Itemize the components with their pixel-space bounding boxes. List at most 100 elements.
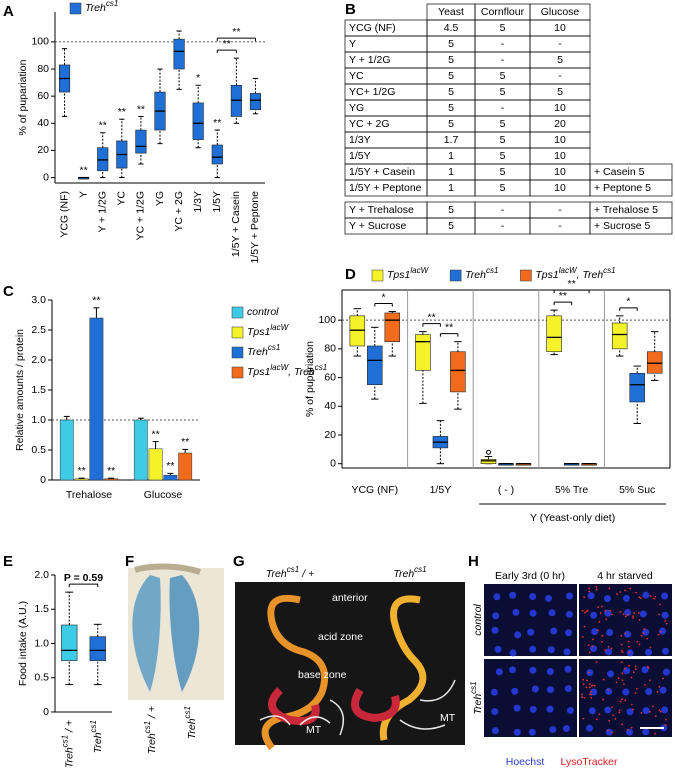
- specimen-left: [132, 575, 161, 692]
- lyso-dot: [621, 698, 623, 701]
- gut-title-part: cs1: [414, 565, 426, 574]
- bar: [59, 419, 74, 481]
- legend-label-part: Tps1: [387, 269, 410, 281]
- lyso-dot: [649, 679, 651, 682]
- lyso-dot: [585, 686, 588, 689]
- table-text: YCG (NF): [349, 22, 396, 34]
- specimen-label-part: / +: [146, 706, 158, 721]
- lyso-dot: [623, 683, 625, 686]
- y-tick-label: 60: [324, 371, 336, 383]
- nucleus: [639, 610, 647, 618]
- nucleus: [624, 608, 632, 616]
- table: Yeast Cornflour Glucose YCG (NF) 4.5 5 10 Y 5 - - Y…: [344, 3, 673, 235]
- table-cell: [589, 179, 673, 197]
- lyso-dot: [619, 610, 622, 613]
- lyso-dot: [632, 617, 635, 619]
- lyso-dot: [659, 603, 661, 606]
- y-tick-label: 2.0: [34, 569, 49, 581]
- significance: **: [181, 436, 189, 448]
- lyso-dot: [595, 661, 598, 664]
- y-tick-label: 60: [37, 90, 49, 102]
- nucleus: [514, 631, 522, 639]
- lyso-dot: [619, 700, 622, 703]
- lyso-dot: [632, 671, 635, 674]
- y-tick-label: 1.5: [31, 384, 46, 396]
- nucleus: [661, 706, 669, 714]
- lyso-dot: [621, 651, 624, 654]
- lyso-dot: [584, 611, 586, 614]
- table-text: 4.5: [444, 22, 459, 34]
- y-tick-label: 20: [324, 429, 336, 441]
- table-text: 5: [448, 102, 454, 114]
- legend-label: Tps1lacW, Trehcs1: [535, 266, 615, 281]
- panel-letter: B: [345, 1, 356, 18]
- lyso-dot: [590, 696, 593, 699]
- outlier: [486, 449, 492, 455]
- box: [97, 147, 109, 172]
- x-tick-label: Trehcs1 / +: [60, 720, 75, 768]
- lyso-dot: [621, 723, 623, 726]
- lyso-dot: [605, 618, 608, 621]
- gut-note: acid zone: [318, 631, 363, 643]
- nucleus: [527, 628, 535, 636]
- nucleus: [547, 646, 555, 654]
- x-tick-label: 5% Suc: [619, 484, 655, 496]
- specimen-label-part: cs1: [183, 706, 192, 718]
- lyso-dot: [601, 605, 603, 608]
- table-text: 10: [554, 182, 566, 194]
- lyso-dot: [642, 632, 645, 634]
- y-tick-label: 100: [318, 314, 336, 326]
- x-tick-label-part: / +: [63, 720, 75, 735]
- lyso-dot: [611, 731, 614, 734]
- significance: **: [166, 460, 174, 472]
- table-cell: [589, 217, 673, 235]
- table-text: YC: [349, 70, 364, 82]
- lyso-dot: [640, 634, 643, 637]
- y-tick-label: 0: [43, 706, 49, 718]
- nucleus: [586, 724, 594, 732]
- table-cell: [344, 35, 428, 53]
- lyso-dot: [588, 651, 591, 654]
- legend-label-part: Tps1: [247, 326, 270, 338]
- lyso-dot: [614, 718, 617, 720]
- x-tick-label: 1/5Y + Peptone: [249, 191, 261, 264]
- legend-label-part: Treh: [465, 269, 486, 281]
- nucleus: [661, 592, 669, 600]
- panel-g-image: [235, 582, 465, 751]
- gut-note: MT: [440, 712, 456, 724]
- specimen-label: Trehcs1: [183, 706, 198, 739]
- table-text: 5: [448, 86, 454, 98]
- table-text: 10: [554, 166, 566, 178]
- table-text: + Trehalose 5: [594, 204, 658, 216]
- lyso-dot: [644, 684, 646, 686]
- lyso-dot: [621, 679, 624, 681]
- table-text: 10: [554, 22, 566, 34]
- table-text: 5: [448, 204, 454, 216]
- lyso-dot: [624, 632, 627, 635]
- table-text: -: [501, 204, 505, 216]
- panel-letter: F: [125, 553, 134, 570]
- table-text: Y: [349, 38, 356, 50]
- lyso-dot: [623, 667, 626, 670]
- box: [367, 345, 383, 386]
- lyso-dot: [624, 615, 627, 618]
- y-tick-label: 40: [324, 400, 336, 412]
- nucleus: [491, 708, 499, 716]
- lyso-dot: [616, 593, 618, 596]
- x-tick-label-part: Treh: [63, 747, 75, 768]
- x-tick-label: 5% Tre: [555, 484, 588, 496]
- lyso-dot: [634, 692, 637, 694]
- nucleus: [546, 686, 554, 694]
- x-tick-label-part: cs1: [89, 720, 98, 732]
- lyso-dot: [635, 591, 638, 594]
- lyso-dot: [595, 586, 598, 588]
- table-text: 5: [500, 166, 506, 178]
- gut-title-part: / +: [299, 568, 314, 580]
- y-tick-label: 1.0: [34, 637, 49, 649]
- nucleus: [566, 592, 574, 600]
- significance: **: [213, 117, 221, 129]
- gut-title-part: Treh: [393, 568, 414, 580]
- nucleus: [529, 609, 537, 617]
- table-text: Cornflour: [481, 6, 525, 18]
- bar: [74, 478, 89, 481]
